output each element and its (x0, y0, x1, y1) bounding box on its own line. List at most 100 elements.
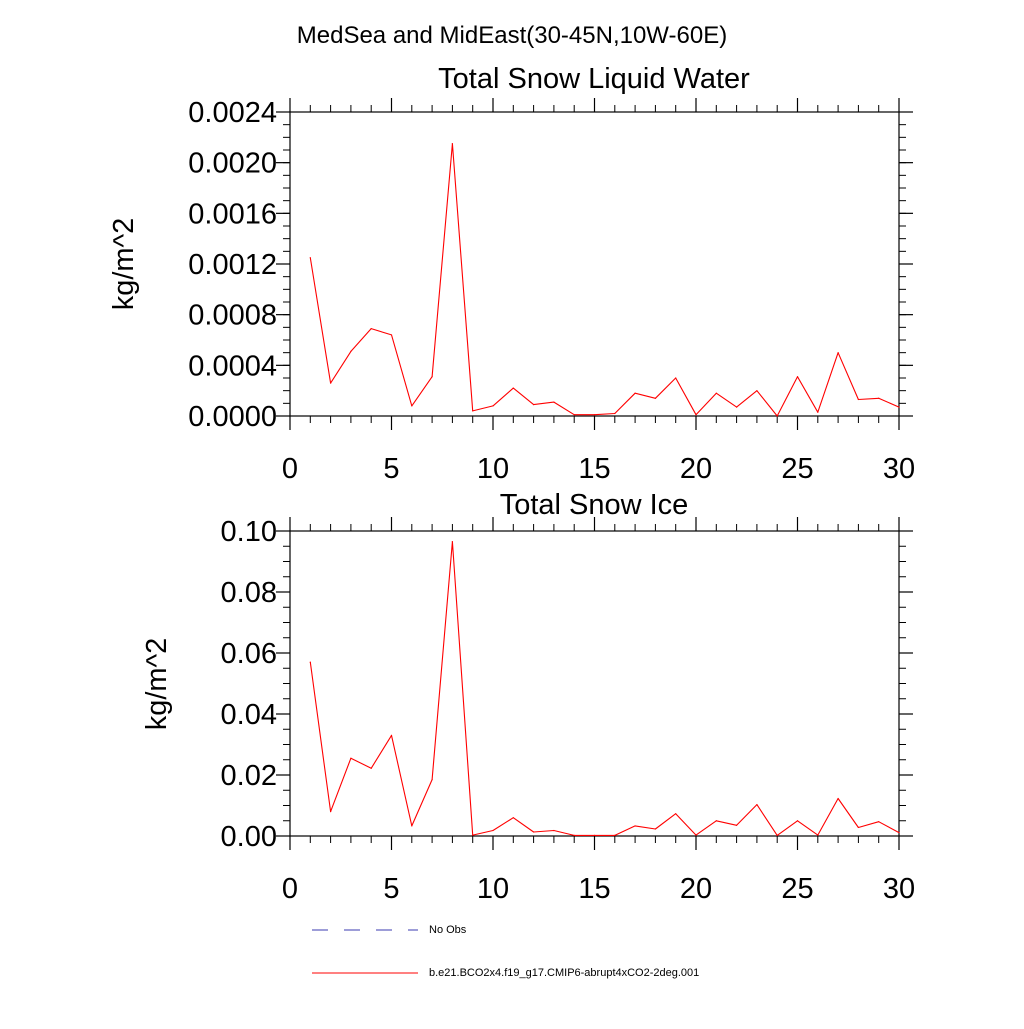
data-point (898, 406, 900, 408)
x-tick-label: 30 (883, 453, 915, 485)
y-tick-label: 0.0000 (188, 401, 277, 433)
data-point (431, 376, 433, 378)
data-point (634, 392, 636, 394)
data-point (533, 831, 535, 833)
data-point (472, 834, 474, 836)
x-tick-label: 15 (578, 453, 610, 485)
y-tick-label: 0.04 (221, 699, 277, 731)
data-point (593, 414, 596, 416)
data-point (390, 334, 393, 336)
data-point (756, 390, 758, 392)
x-tick-label: 25 (781, 873, 813, 905)
data-point (715, 820, 717, 822)
data-point (370, 328, 372, 330)
data-point (553, 401, 555, 403)
y-tick-label: 0.0008 (188, 300, 277, 332)
data-point (736, 406, 738, 408)
legend-label-model-run: b.e21.BCO2x4.f19_g17.CMIP6-abrupt4xCO2-2… (429, 967, 699, 979)
x-tick-label: 0 (282, 873, 298, 905)
data-point (330, 382, 332, 384)
data-point (309, 257, 311, 259)
data-point (573, 834, 575, 836)
data-point (431, 778, 433, 781)
data-point (553, 829, 555, 832)
figure-title: MedSea and MidEast(30-45N,10W-60E) (297, 22, 727, 49)
data-point (837, 352, 839, 354)
plot-frame (289, 111, 900, 417)
x-tick-label: 10 (477, 453, 509, 485)
y-axis-label: kg/m^2 (108, 218, 140, 311)
y-axis-label: kg/m^2 (141, 638, 173, 731)
data-point (695, 414, 697, 416)
x-tick-label: 30 (883, 873, 915, 905)
data-point (756, 803, 758, 806)
data-point (330, 811, 332, 813)
data-point (492, 405, 494, 407)
data-point (695, 834, 697, 836)
x-tick-label: 5 (383, 453, 399, 485)
x-tick-label: 0 (282, 453, 298, 485)
data-point (593, 834, 596, 836)
chart-title: Total Snow Liquid Water (438, 63, 750, 95)
legend-label-no-obs: No Obs (429, 924, 467, 936)
y-tick-label: 0.10 (221, 516, 277, 548)
data-point (370, 767, 372, 769)
data-point (878, 821, 880, 823)
data-point (796, 376, 799, 378)
data-point (309, 661, 311, 663)
data-point (350, 757, 352, 759)
data-point (654, 397, 657, 399)
data-point (614, 834, 616, 836)
y-tick-label: 0.0016 (188, 198, 277, 230)
y-tick-label: 0.02 (221, 760, 277, 792)
y-tick-label: 0.0020 (188, 148, 277, 180)
data-point (878, 397, 880, 399)
y-tick-label: 0.0004 (188, 350, 277, 382)
data-point (533, 404, 535, 406)
data-point (411, 405, 413, 407)
data-point (715, 392, 717, 394)
x-tick-label: 20 (680, 873, 712, 905)
data-point (390, 734, 393, 736)
data-point (675, 377, 677, 379)
data-point (817, 411, 819, 413)
y-tick-label: 0.08 (221, 577, 277, 609)
y-tick-label: 0.0012 (188, 249, 277, 281)
data-point (817, 834, 819, 836)
data-point (472, 410, 474, 412)
series-line (309, 143, 900, 417)
data-point (573, 414, 575, 416)
chart-panel-snow-liquid-water: Total Snow Liquid Water kg/m^2 0.0000 0.0… (108, 63, 915, 485)
x-tick-label: 20 (680, 453, 712, 485)
data-point (451, 143, 453, 145)
series-marks (309, 143, 900, 417)
data-point (634, 825, 636, 827)
x-tick-label: 25 (781, 453, 813, 485)
data-point (898, 832, 900, 834)
data-point (512, 817, 514, 819)
data-point (512, 387, 514, 389)
plot-frame (289, 530, 900, 837)
data-point (411, 825, 413, 827)
data-point (736, 824, 738, 826)
chart-panel-snow-ice: Total Snow Ice kg/m^2 0.000.020.040.060.… (141, 489, 915, 905)
x-tick-label: 10 (477, 873, 509, 905)
data-point (837, 797, 839, 800)
series-marks (309, 541, 900, 836)
y-tick-label: 0.00 (221, 821, 277, 853)
y-tick-label: 0.06 (221, 638, 277, 670)
data-point (776, 834, 778, 836)
data-point (857, 826, 860, 829)
x-tick-label: 15 (578, 873, 610, 905)
data-point (614, 412, 616, 415)
data-point (654, 828, 657, 830)
legend: No Obs b.e21.BCO2x4.f19_g17.CMIP6-abrupt… (312, 924, 699, 979)
data-point (857, 398, 860, 401)
data-point (776, 415, 778, 417)
data-point (451, 541, 453, 543)
data-point (350, 350, 352, 352)
series-line (309, 541, 900, 836)
data-point (492, 829, 494, 832)
